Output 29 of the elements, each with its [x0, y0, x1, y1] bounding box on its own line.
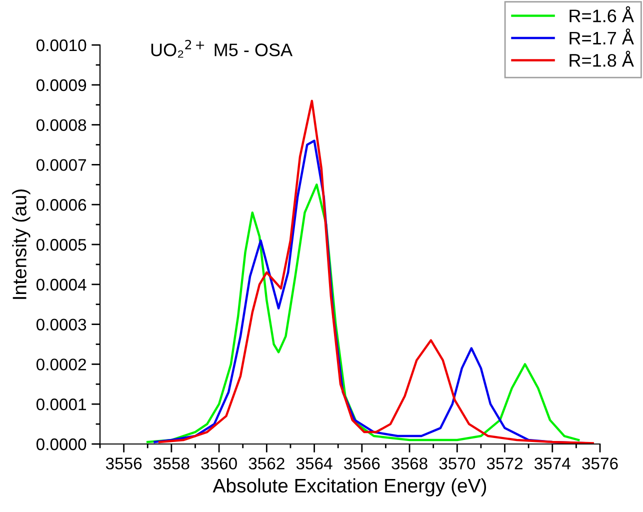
legend-label: R=1.8 Å [570, 50, 634, 67]
y-tick-label: 0.0004 [36, 278, 86, 291]
legend-label: R=1.6 Å [570, 6, 634, 22]
line-series [146, 184, 580, 444]
x-tick-label: 3564 [296, 458, 332, 470]
chart-title: UO₂$^{2+}$ M5 - OSA [151, 40, 293, 58]
x-tick-label: 3572 [486, 458, 522, 470]
x-tick-label: 3560 [201, 458, 237, 470]
x-tick-label: 3568 [392, 458, 428, 470]
x-tick-label: 3576 [582, 458, 618, 470]
y-tick-label: 0.0008 [36, 119, 86, 132]
y-tick-label: 0.0002 [36, 358, 86, 370]
y-tick-label: 0.0007 [36, 159, 86, 171]
x-tick-label: 3556 [106, 458, 142, 470]
legend-label: R=1.7 Å [570, 28, 634, 44]
y-tick-label: 0.0009 [36, 79, 86, 92]
x-tick-label: 3574 [534, 458, 570, 470]
y-tick-label: 0.0005 [36, 238, 86, 251]
x-tick-label: 3570 [439, 458, 476, 470]
x-tick-label: 3566 [344, 458, 380, 470]
y-axis-title: Intensity (au) [12, 190, 30, 299]
y-tick-label: 0.0001 [36, 398, 86, 410]
y-tick-label: 0.0010 [36, 39, 86, 52]
y-tick-label: 0.0003 [36, 318, 86, 331]
x-tick-label: 3558 [154, 458, 190, 470]
x-axis-title: Absolute Excitation Energy (eV) [212, 478, 486, 496]
y-tick-label: 0.0006 [36, 199, 86, 211]
y-tick-label: 0.0000 [36, 438, 86, 450]
x-tick-label: 3562 [248, 458, 284, 470]
